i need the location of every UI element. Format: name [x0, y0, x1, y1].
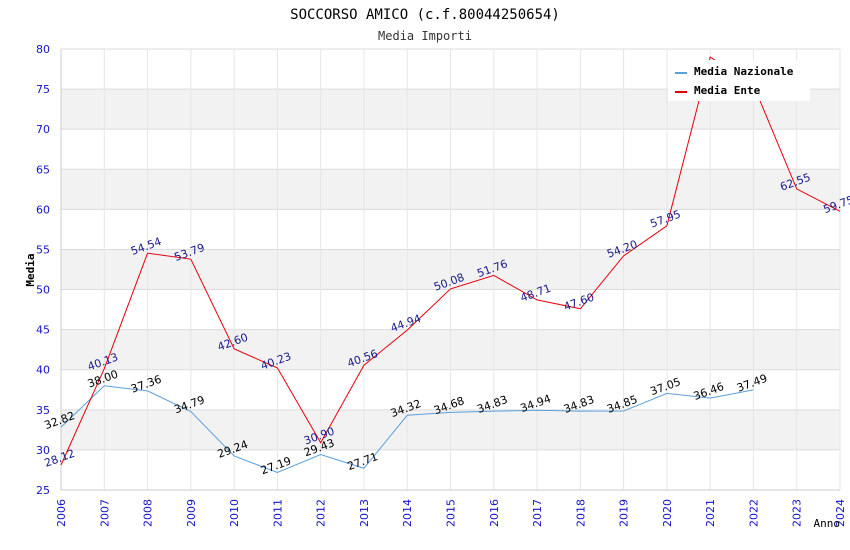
x-tick-label: 2014: [401, 499, 414, 527]
x-tick-label: 2017: [531, 499, 544, 527]
x-tick-label: 2021: [704, 499, 717, 527]
x-tick-labels: 2006 2007 2008 2009 2010 2011 2012 2013 2014 2015…: [55, 499, 847, 527]
series-line-media-nazionale: [60, 385, 754, 473]
x-tick-label: 2024: [834, 499, 847, 527]
x-tick-label: 2008: [142, 499, 155, 527]
legend-label-media-ente: Media Ente: [694, 84, 761, 97]
y-tick-label: 65: [36, 163, 50, 176]
y-tick-label: 70: [36, 123, 50, 136]
x-tick-label: 2009: [185, 499, 198, 527]
x-tick-label: 2015: [445, 499, 458, 527]
x-tick-label: 2013: [358, 499, 371, 527]
y-tick-label: 35: [36, 404, 50, 417]
y-tick-label: 30: [36, 444, 50, 457]
x-tick-label: 2006: [55, 499, 68, 527]
y-tick-label: 25: [36, 484, 50, 497]
y-tick-label: 80: [36, 43, 50, 56]
y-tick-label: 55: [36, 243, 50, 256]
x-tick-label: 2007: [98, 499, 111, 527]
x-tick-label: 2019: [618, 499, 631, 527]
series-line-media-ente: [60, 56, 841, 466]
x-tick-label: 2020: [661, 499, 674, 527]
x-tick-label: 2016: [488, 499, 501, 527]
legend-box: [668, 60, 810, 101]
x-tick-label: 2023: [791, 499, 804, 527]
x-axis-label: Anno: [814, 517, 841, 530]
x-tick-label: 2022: [747, 499, 760, 527]
series-lines: [60, 56, 841, 473]
x-tick-label: 2010: [228, 499, 241, 527]
chart-subtitle: Media Importi: [378, 29, 472, 43]
y-tick-labels: 25 30 35 40 45 50 55 60 65 70 75 80: [36, 43, 50, 497]
legend-label-media-nazionale: Media Nazionale: [694, 65, 794, 78]
chart-title: SOCCORSO AMICO (c.f.80044250654): [290, 7, 560, 23]
x-tick-label: 2012: [315, 499, 328, 527]
grid-lines: [60, 48, 841, 491]
legend: Media Nazionale Media Ente: [668, 60, 810, 101]
y-tick-label: 75: [36, 83, 50, 96]
y-tick-label: 50: [36, 284, 50, 297]
x-tick-label: 2011: [271, 499, 284, 527]
x-tick-label: 2018: [574, 499, 587, 527]
y-axis-label: Media: [24, 253, 37, 286]
y-tick-label: 40: [36, 364, 50, 377]
y-tick-label: 45: [36, 324, 50, 337]
y-tick-label: 60: [36, 203, 50, 216]
